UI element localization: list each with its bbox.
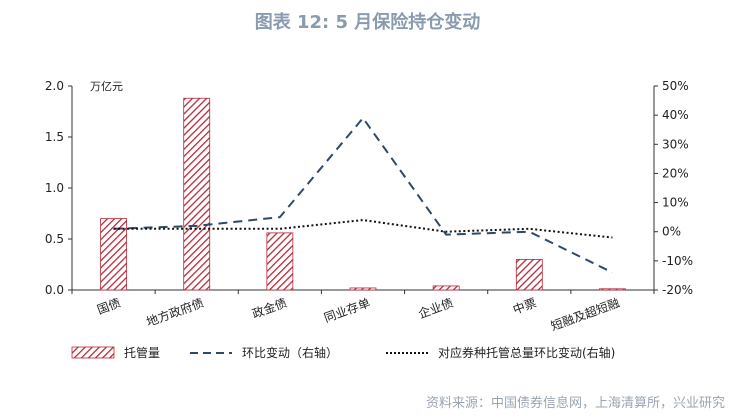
right-tick-label: -10%: [662, 254, 693, 268]
category-label: 短融及超短融: [549, 295, 622, 334]
lines-group: [113, 117, 613, 274]
source-note: 资料来源：中国债券信息网，上海清算所，兴业研究: [425, 396, 725, 411]
category-label: 国债: [95, 296, 122, 317]
category-label: 政金债: [250, 295, 289, 321]
right-tick-label: 40%: [662, 108, 689, 122]
bar: [432, 285, 460, 291]
legend-label-bar: 托管量: [124, 345, 160, 360]
category-label: 企业债: [416, 295, 455, 321]
right-tick-label: 20%: [662, 166, 689, 180]
legend-swatch-bar: [71, 346, 115, 359]
axes-group: 0.0 0.5 1.0 1.5 2.0 -20% -10% 0% 10% 20% 30% 40% 50%: [45, 79, 693, 297]
category-label: 中票: [511, 295, 539, 317]
left-tick-label: 1.5: [45, 130, 64, 144]
category-labels-group: 国债 地方政府债 政金债 同业存单 企业债 中票 短融及超短融: [95, 295, 621, 334]
category-label: 地方政府债: [144, 295, 206, 330]
bar: [100, 218, 127, 291]
left-tick-label: 0.5: [45, 232, 64, 246]
category-label: 同业存单: [322, 296, 372, 326]
left-tick-label: 2.0: [45, 79, 64, 93]
right-tick-label: 0%: [662, 225, 681, 239]
right-tick-label: -20%: [662, 283, 693, 297]
legend-label-dashed: 环比变动（右轴）: [242, 345, 338, 360]
series-line-dashed: [113, 117, 613, 274]
bar: [183, 97, 211, 291]
legend-label-dotted: 对应券种托管总量环比变动(右轴): [438, 345, 615, 360]
bar: [599, 288, 626, 291]
legend: 托管量 环比变动（右轴） 对应券种托管总量环比变动(右轴): [71, 345, 615, 360]
right-tick-label: 50%: [662, 79, 689, 93]
left-tick-label: 1.0: [45, 181, 64, 195]
chart-title: 图表 12: 5 月保险持仓变动: [254, 12, 481, 33]
right-tick-label: 10%: [662, 196, 689, 210]
left-tick-label: 0.0: [45, 283, 64, 297]
bar: [266, 232, 294, 291]
left-axis-unit: 万亿元: [90, 80, 123, 93]
bars-group: [100, 97, 626, 291]
right-tick-label: 30%: [662, 137, 689, 151]
bar: [515, 258, 543, 291]
bar: [349, 287, 377, 291]
